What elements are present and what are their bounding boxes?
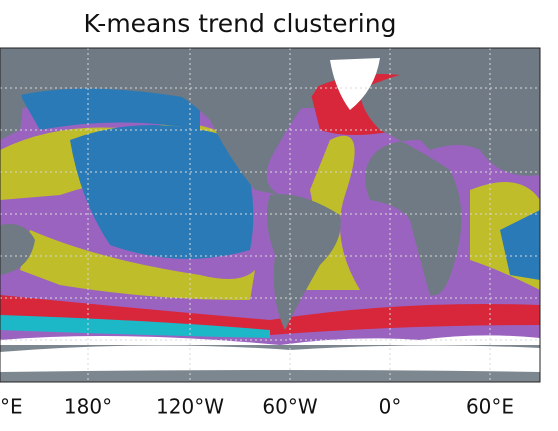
cluster-blue-ind — [500, 210, 540, 280]
lon-label: 120°W — [156, 395, 224, 419]
australia — [0, 224, 35, 275]
greenland — [330, 58, 380, 110]
lon-label: °E — [0, 395, 23, 419]
eurasia-africa — [360, 60, 540, 296]
lon-label: 60°E — [466, 395, 514, 419]
lon-label: 180° — [64, 395, 112, 419]
cluster-blue-north — [20, 88, 200, 130]
cluster-cyan — [0, 315, 270, 338]
antarctica-ice — [0, 345, 540, 372]
map-frame — [0, 47, 541, 383]
title: K-means trend clustering — [84, 9, 397, 38]
map — [0, 48, 540, 382]
cluster-blue — [70, 125, 254, 259]
lon-label: 0° — [379, 395, 402, 419]
north-america — [0, 60, 330, 195]
south-america — [266, 194, 341, 330]
graticule — [0, 48, 540, 382]
lon-label: 60°W — [262, 395, 317, 419]
lon-labels: °E 180° 120°W 60°W 0° 60°E — [0, 395, 514, 419]
cluster-yellow-south — [20, 230, 255, 300]
